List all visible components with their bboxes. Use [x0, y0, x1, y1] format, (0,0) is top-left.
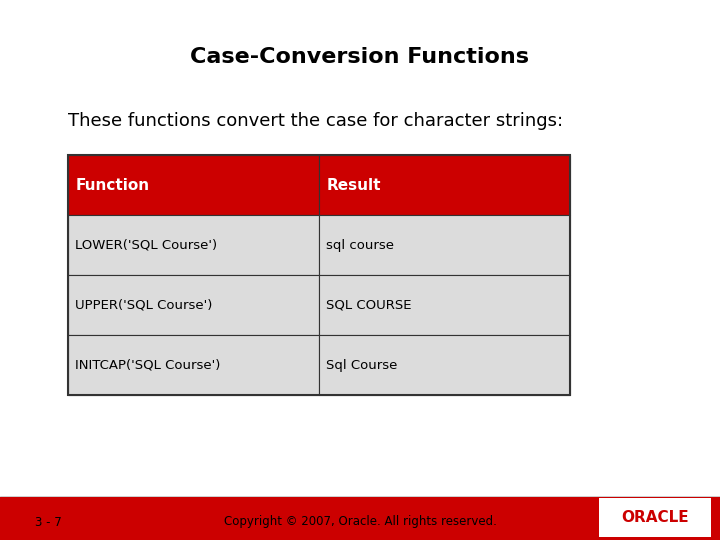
Bar — [68, 275, 319, 335]
Bar — [68, 155, 319, 215]
Bar — [319, 215, 570, 275]
Bar — [68, 215, 319, 275]
Bar — [0, 497, 720, 540]
Text: 3 - 7: 3 - 7 — [35, 516, 62, 529]
Bar — [319, 155, 570, 215]
Text: Sql Course: Sql Course — [326, 359, 397, 372]
Text: SQL COURSE: SQL COURSE — [326, 299, 412, 312]
Text: Function: Function — [75, 178, 149, 192]
Bar — [68, 335, 319, 395]
Text: ORACLE: ORACLE — [621, 510, 688, 525]
Text: INITCAP('SQL Course'): INITCAP('SQL Course') — [75, 359, 220, 372]
Bar — [319, 275, 570, 335]
Bar — [319, 335, 570, 395]
Text: sql course: sql course — [326, 239, 395, 252]
Text: Copyright © 2007, Oracle. All rights reserved.: Copyright © 2007, Oracle. All rights res… — [224, 516, 496, 529]
Text: LOWER('SQL Course'): LOWER('SQL Course') — [75, 239, 217, 252]
Text: Result: Result — [326, 178, 381, 192]
Bar — [599, 498, 711, 537]
Text: UPPER('SQL Course'): UPPER('SQL Course') — [75, 299, 212, 312]
Text: Case-Conversion Functions: Case-Conversion Functions — [191, 47, 529, 67]
Text: These functions convert the case for character strings:: These functions convert the case for cha… — [68, 112, 563, 130]
Bar — [68, 155, 570, 395]
